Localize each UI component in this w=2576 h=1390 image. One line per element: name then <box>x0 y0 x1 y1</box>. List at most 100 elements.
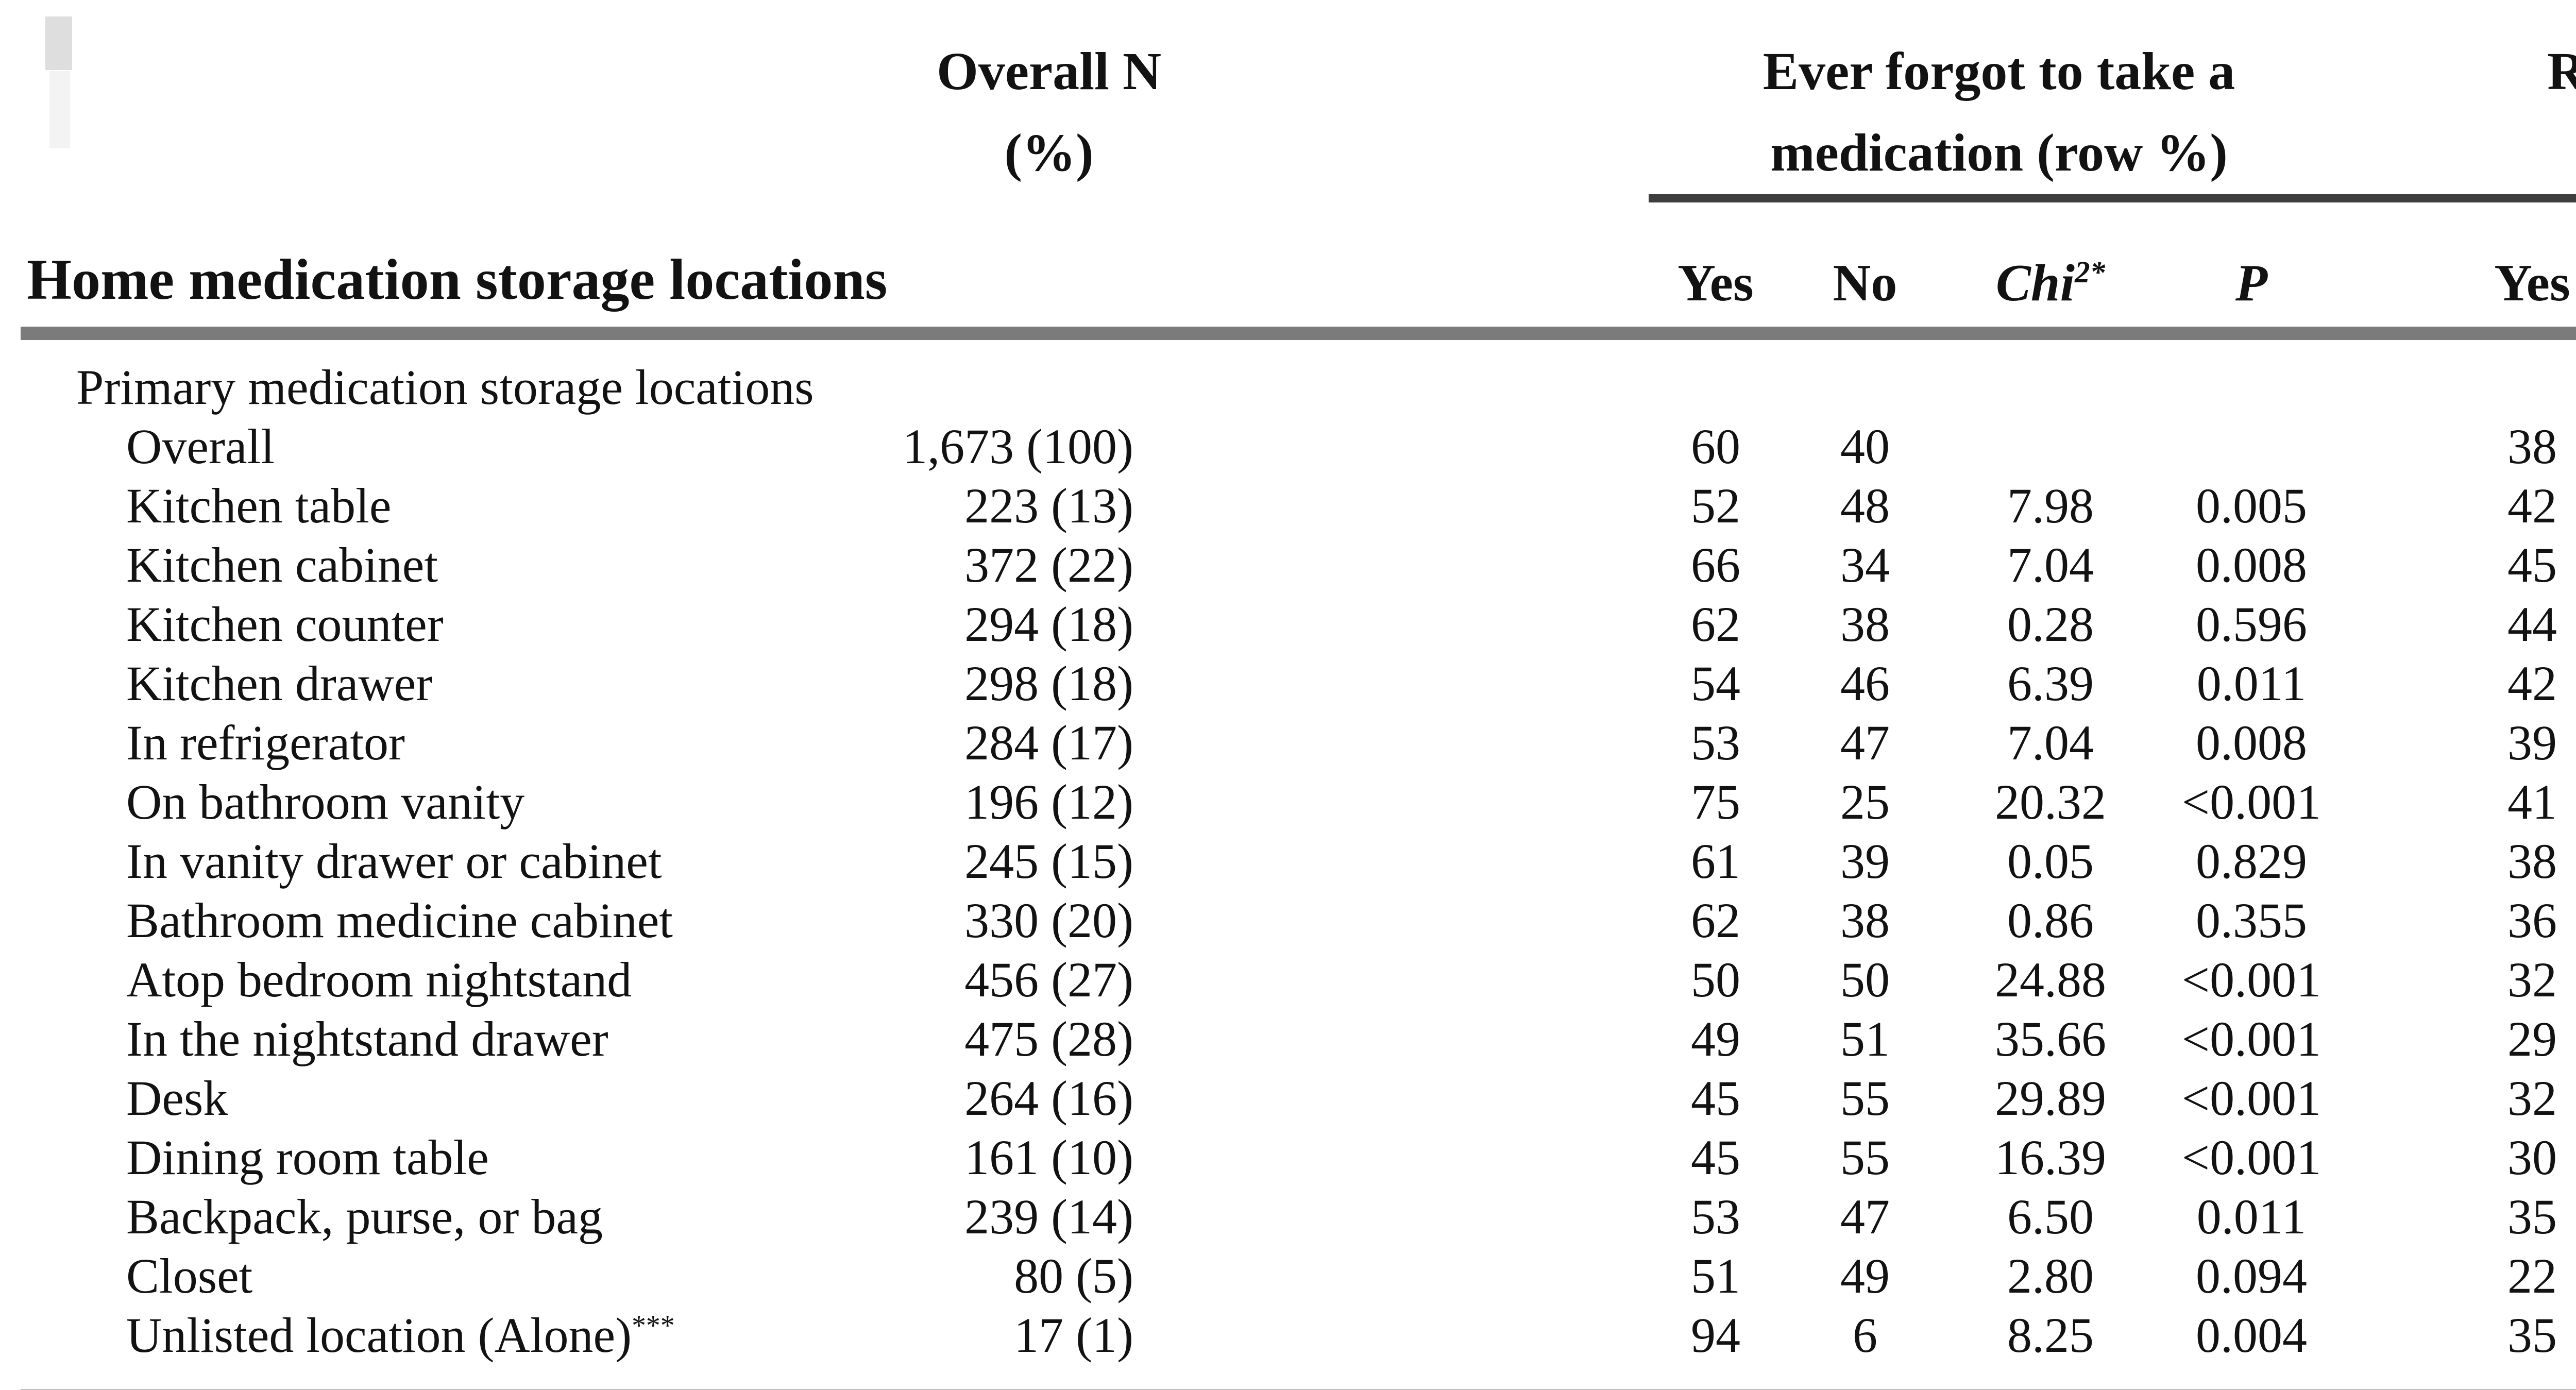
subheader-spacer <box>1257 198 1649 341</box>
cell-yes-recent: 38 <box>2507 834 2557 889</box>
table-row: Dining room table 161 (10) 45 55 16.39 <… <box>21 1128 2576 1187</box>
cell-p-ever: 0.008 <box>2196 715 2307 771</box>
cell-overall-n: 372 (22) <box>964 537 1133 593</box>
cell-chi-ever: 6.39 <box>2007 656 2094 711</box>
cell-p-ever: <0.001 <box>2181 774 2321 830</box>
column-header-locations: Home medication storage locations <box>21 198 887 341</box>
ever-forgot-line2: medication (row %) <box>1770 123 2228 183</box>
table-row: In vanity drawer or cabinet 245 (15) 61 … <box>21 832 2576 891</box>
cell-spacer <box>1257 891 1649 950</box>
cell-spacer <box>1257 832 1649 891</box>
row-label: Bathroom medicine cabinet <box>126 893 673 948</box>
row-label: In the nightstand drawer <box>126 1011 608 1067</box>
cell-yes-recent: 35 <box>2507 1189 2557 1245</box>
cell-no-ever: 55 <box>1840 1130 1890 1185</box>
row-label: Atop bedroom nightstand <box>126 952 632 1008</box>
cell-chi-ever <box>1947 333 2154 417</box>
cell-overall-n: 298 (18) <box>964 656 1133 711</box>
cell-gap <box>2349 1306 2452 1390</box>
cell-no-ever: 46 <box>1840 656 1890 711</box>
cell-no-ever: 34 <box>1840 537 1890 593</box>
cell-gap <box>2349 1128 2452 1187</box>
cell-no-ever: 47 <box>1840 1189 1890 1245</box>
table-row: In the nightstand drawer 475 (28) 49 51 … <box>21 1009 2576 1069</box>
cell-overall-n: 264 (16) <box>964 1071 1133 1126</box>
cell-p-ever <box>2154 333 2349 417</box>
row-label: Kitchen drawer <box>126 656 433 711</box>
scan-artifact-mark <box>45 16 72 70</box>
cell-chi-ever: 24.88 <box>1995 952 2106 1008</box>
row-label: Kitchen cabinet <box>126 537 438 593</box>
cell-p-ever <box>2154 417 2349 476</box>
cell-spacer <box>1257 1009 1649 1069</box>
cell-yes-ever: 52 <box>1691 478 1740 534</box>
cell-spacer <box>1257 654 1649 713</box>
table-row: In refrigerator 284 (17) 53 47 7.04 0.00… <box>21 713 2576 772</box>
cell-gap <box>2349 1187 2452 1246</box>
row-label: Desk <box>126 1071 228 1126</box>
cell-spacer <box>1257 595 1649 654</box>
cell-yes-ever: 66 <box>1691 537 1740 593</box>
cell-gap <box>2349 832 2452 891</box>
cell-yes-ever: 51 <box>1691 1248 1740 1304</box>
cell-yes-recent: 29 <box>2507 1011 2557 1067</box>
cell-yes-ever: 61 <box>1691 834 1740 889</box>
subheader-gap <box>2349 198 2452 341</box>
table-row: Closet 80 (5) 51 49 2.80 0.094 22 78 8.4… <box>21 1246 2576 1306</box>
cell-overall-n: 475 (28) <box>964 1011 1133 1067</box>
cell-p-ever: 0.596 <box>2196 597 2307 652</box>
sub-header-row: Home medication storage locations Yes No… <box>21 198 2576 341</box>
cell-yes-ever: 94 <box>1649 1306 1783 1390</box>
cell-no-ever: 49 <box>1840 1248 1890 1304</box>
cell-overall-n: 1,673 (100) <box>903 419 1133 474</box>
cell-chi-ever: 0.86 <box>2007 893 2094 948</box>
cell-no-ever: 38 <box>1840 597 1890 652</box>
cell-yes-ever: 60 <box>1691 419 1740 474</box>
cell-spacer <box>1257 713 1649 772</box>
cell-overall-n: 284 (17) <box>964 715 1133 771</box>
cell-no-ever: 6 <box>1783 1306 1947 1390</box>
cell-no-ever: 51 <box>1840 1011 1890 1067</box>
subheader-blank-overall <box>841 198 1257 341</box>
cell-chi-ever: 0.05 <box>2007 834 2094 889</box>
cell-gap <box>2349 476 2452 535</box>
cell-gap <box>2349 595 2452 654</box>
cell-p-ever: 0.355 <box>2196 893 2307 948</box>
cell-yes-recent: 41 <box>2507 774 2557 830</box>
cell-gap <box>2349 654 2452 713</box>
cell-p-ever: <0.001 <box>2181 1071 2321 1126</box>
cell-no-ever <box>1783 333 1947 417</box>
row-label: Backpack, purse, or bag <box>126 1189 603 1245</box>
cell-p-ever: 0.008 <box>2196 537 2307 593</box>
cell-overall-n: 196 (12) <box>964 774 1133 830</box>
cell-p-ever: 0.005 <box>2196 478 2307 534</box>
table-row: Atop bedroom nightstand 456 (27) 50 50 2… <box>21 950 2576 1009</box>
row-label: Dining room table <box>126 1130 489 1185</box>
cell-yes-recent: 38 <box>2507 419 2557 474</box>
cell-no-ever: 40 <box>1840 419 1890 474</box>
cell-no-ever: 50 <box>1840 952 1890 1008</box>
cell-gap <box>2349 417 2452 476</box>
cell-overall-n: 17 (1) <box>841 1306 1257 1390</box>
cell-spacer <box>1257 535 1649 595</box>
cell-no-ever: 38 <box>1840 893 1890 948</box>
cell-chi-ever: 6.50 <box>2007 1189 2094 1245</box>
cell-spacer <box>1257 1306 1649 1390</box>
column-header-chi-ever: Chi2* <box>1947 198 2154 341</box>
column-header-no-ever: No <box>1783 198 1947 341</box>
cell-chi-ever: 7.04 <box>2007 715 2094 771</box>
cell-chi-ever: 2.80 <box>2007 1248 2094 1304</box>
column-header-yes-ever: Yes <box>1649 198 1783 341</box>
cell-yes-recent: 44 <box>2507 597 2557 652</box>
cell-gap <box>2349 1069 2452 1128</box>
cell-yes-ever: 45 <box>1691 1071 1740 1126</box>
overall-n-line2: (%) <box>1004 123 1094 183</box>
cell-gap <box>2349 891 2452 950</box>
cell-p-ever: <0.001 <box>2181 952 2321 1008</box>
table-row: Kitchen cabinet 372 (22) 66 34 7.04 0.00… <box>21 535 2576 595</box>
row-label: Overall <box>126 419 275 474</box>
cell-gap <box>2349 772 2452 832</box>
cell-overall-n: 330 (20) <box>964 893 1133 948</box>
cell-spacer <box>1257 1187 1649 1246</box>
row-label: In vanity drawer or cabinet <box>126 834 662 889</box>
